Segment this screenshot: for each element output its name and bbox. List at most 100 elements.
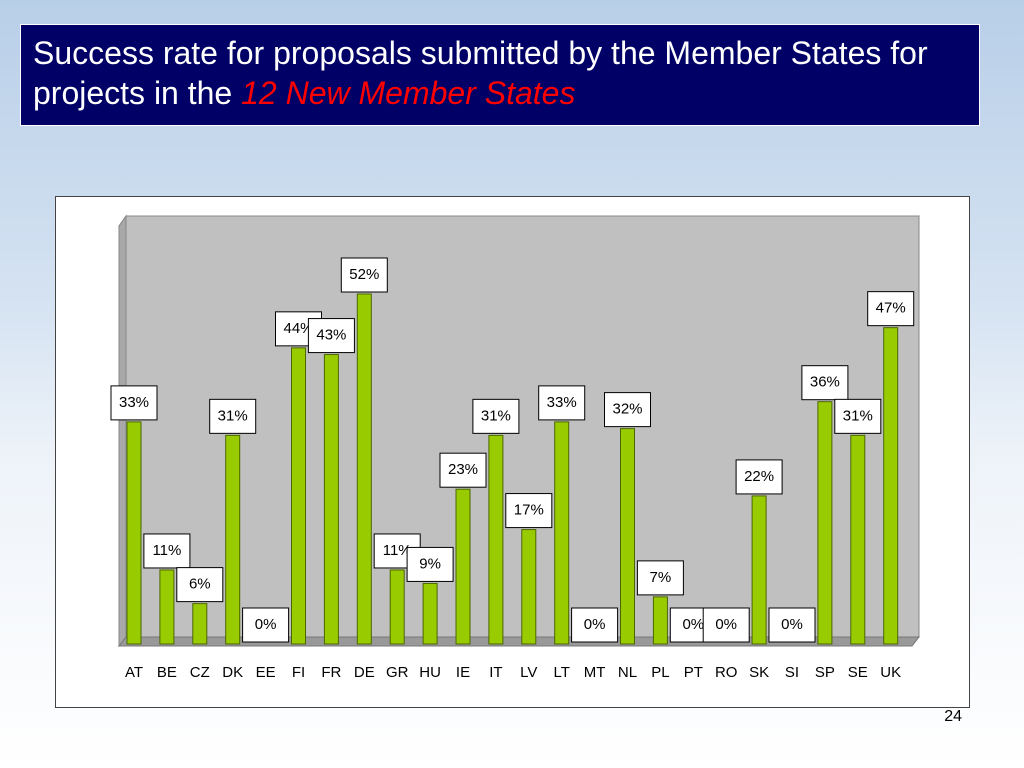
data-label-text: 23% bbox=[448, 461, 478, 478]
x-tick-label: EE bbox=[256, 664, 276, 681]
data-label: 32% bbox=[604, 392, 651, 428]
data-label-box bbox=[110, 385, 158, 421]
x-tick-label: DE bbox=[354, 664, 375, 681]
data-label-box bbox=[307, 318, 355, 354]
data-label-box bbox=[209, 398, 257, 434]
data-label-box bbox=[439, 452, 487, 488]
bar bbox=[291, 347, 306, 645]
x-tick-label: PT bbox=[684, 664, 703, 681]
chart-frame: 33% AT 11% BE 6% CZ 31% DK 0% EE 44% FI 43% FR 52% DE 11… bbox=[55, 196, 970, 708]
x-tick-label: PL bbox=[651, 664, 669, 681]
bar bbox=[521, 529, 537, 645]
x-tick-label: NL bbox=[618, 664, 637, 681]
data-label-box bbox=[702, 607, 750, 643]
page-number: 24 bbox=[944, 708, 962, 725]
data-label-box bbox=[571, 607, 619, 643]
data-label: 6% bbox=[176, 567, 224, 603]
data-label-box bbox=[801, 365, 849, 401]
x-tick-label: SK bbox=[749, 664, 769, 681]
data-label-box bbox=[340, 257, 388, 293]
data-label-text: 7% bbox=[650, 569, 672, 586]
data-label: 7% bbox=[636, 560, 684, 596]
data-label-text: 43% bbox=[316, 327, 346, 344]
data-label: 31% bbox=[834, 398, 882, 434]
x-tick-label: FR bbox=[321, 664, 341, 681]
bar bbox=[126, 421, 142, 645]
data-label-text: 47% bbox=[876, 300, 906, 317]
data-label-text: 36% bbox=[810, 374, 840, 391]
x-tick-label: SI bbox=[785, 664, 799, 681]
data-label-text: 0% bbox=[781, 616, 803, 633]
data-label-text: 0% bbox=[255, 616, 277, 633]
data-label-text: 0% bbox=[682, 616, 704, 633]
x-tick-label: RO bbox=[715, 664, 738, 681]
data-label-text: 33% bbox=[547, 394, 577, 411]
bar bbox=[192, 603, 208, 645]
data-label-text: 17% bbox=[514, 502, 544, 519]
x-tick-label: LV bbox=[520, 664, 537, 681]
data-label: 31% bbox=[209, 398, 257, 434]
data-label: 23% bbox=[439, 452, 487, 488]
x-tick-label: IT bbox=[489, 664, 502, 681]
bar bbox=[389, 569, 405, 645]
x-tick-label: SE bbox=[848, 664, 868, 681]
data-label-text: 31% bbox=[481, 407, 511, 424]
data-label-text: 9% bbox=[419, 555, 441, 572]
data-label-box bbox=[406, 546, 454, 582]
bar bbox=[554, 421, 570, 645]
x-tick-label: SP bbox=[815, 664, 835, 681]
data-label-text: 6% bbox=[189, 576, 211, 593]
data-label: 22% bbox=[735, 459, 783, 495]
bar bbox=[455, 488, 471, 645]
bar bbox=[422, 582, 438, 645]
bar bbox=[817, 401, 833, 645]
data-label-box bbox=[176, 567, 224, 603]
chart: 33% AT 11% BE 6% CZ 31% DK 0% EE 44% FI 43% FR 52% DE 11… bbox=[110, 214, 921, 681]
title-text: Success rate for proposals submitted by … bbox=[33, 35, 928, 111]
x-tick-label: FI bbox=[292, 664, 305, 681]
data-label-text: 0% bbox=[584, 616, 606, 633]
data-label-text: 33% bbox=[119, 394, 149, 411]
data-label-box bbox=[735, 459, 783, 495]
plot-area bbox=[125, 215, 920, 638]
data-label-box bbox=[768, 607, 816, 643]
data-label-box bbox=[538, 385, 586, 421]
data-label-box bbox=[636, 560, 684, 596]
data-label: 33% bbox=[110, 385, 158, 421]
data-label: 43% bbox=[307, 318, 355, 354]
data-label-text: 31% bbox=[218, 407, 248, 424]
data-label: 0% bbox=[571, 607, 619, 643]
data-label-text: 11% bbox=[152, 542, 181, 559]
data-label-box bbox=[505, 493, 553, 529]
data-label: 11% bbox=[143, 533, 191, 569]
x-tick-label: IE bbox=[456, 664, 470, 681]
x-tick-label: BE bbox=[157, 664, 177, 681]
bar bbox=[850, 434, 866, 645]
bar bbox=[620, 428, 635, 645]
data-label-box bbox=[604, 392, 651, 428]
data-label-box bbox=[867, 291, 915, 327]
data-label: 36% bbox=[801, 365, 849, 401]
data-label-text: 52% bbox=[349, 266, 379, 283]
data-label: 0% bbox=[702, 607, 750, 643]
bar bbox=[225, 434, 241, 645]
data-label-text: 22% bbox=[744, 468, 774, 485]
x-tick-label: AT bbox=[125, 664, 143, 681]
x-tick-label: GR bbox=[386, 664, 409, 681]
x-tick-label: UK bbox=[880, 664, 901, 681]
x-tick-label: MT bbox=[584, 664, 606, 681]
bar bbox=[652, 596, 668, 645]
bar bbox=[323, 354, 339, 645]
data-label-box bbox=[472, 398, 520, 434]
data-label: 0% bbox=[768, 607, 816, 643]
slide-title: Success rate for proposals submitted by … bbox=[20, 24, 980, 126]
bar bbox=[159, 569, 175, 645]
data-label-box bbox=[242, 607, 290, 643]
data-label-box bbox=[143, 533, 191, 569]
data-label-text: 31% bbox=[843, 407, 873, 424]
bar bbox=[883, 327, 899, 645]
plot-side bbox=[118, 214, 127, 648]
data-label-box bbox=[834, 398, 882, 434]
data-label: 47% bbox=[867, 291, 915, 327]
